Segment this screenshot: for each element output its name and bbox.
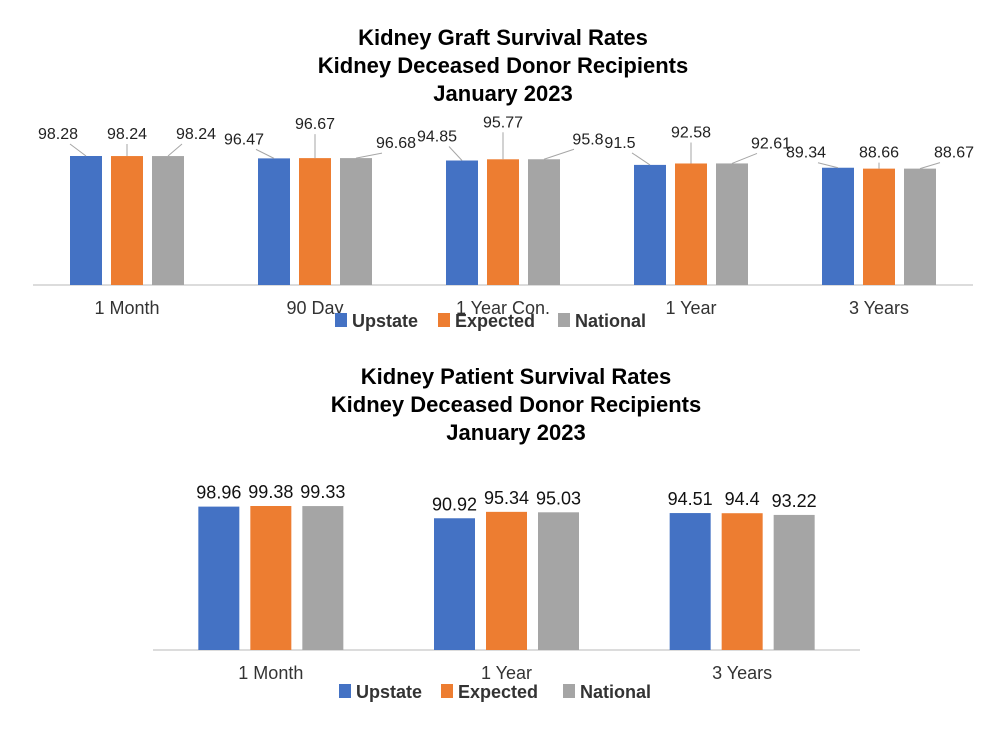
chart2-data-label-upstate-2: 94.51 bbox=[668, 489, 713, 509]
chart1-tick-label-4: 3 Years bbox=[849, 298, 909, 318]
chart1-bar-expected-3 bbox=[675, 163, 707, 285]
chart1-bar-national-4 bbox=[904, 168, 936, 285]
chart1-leader-upstate-0 bbox=[69, 143, 87, 157]
chart1-data-label-national-0: 98.24 bbox=[176, 126, 216, 143]
chart1-legend-swatch-upstate bbox=[335, 313, 347, 327]
chart1-data-label-upstate-1: 96.47 bbox=[224, 131, 264, 148]
chart2-title-line3: January 2023 bbox=[446, 420, 585, 445]
chart1-plot: 98.28 98.24 98.24 1 Month 96.47 96.67 96.68 90 … bbox=[33, 114, 974, 318]
chart1-bar-upstate-4 bbox=[822, 167, 854, 285]
chart1-bar-national-3 bbox=[716, 163, 748, 285]
chart2-bar-expected-2 bbox=[721, 513, 763, 650]
chart1-tick-label-1: 90 Day bbox=[286, 298, 343, 318]
chart1-data-label-national-3: 92.61 bbox=[751, 135, 791, 152]
chart1-data-label-upstate-4: 89.34 bbox=[786, 145, 826, 162]
chart2-bar-national-0 bbox=[302, 506, 344, 650]
chart1-leader-upstate-3 bbox=[631, 152, 651, 166]
chart1-bar-expected-4 bbox=[863, 168, 895, 285]
chart2-bar-upstate-0 bbox=[198, 506, 240, 650]
chart1-data-label-upstate-2: 94.85 bbox=[417, 129, 457, 146]
chart2-data-label-expected-2: 94.4 bbox=[725, 489, 760, 509]
chart1-tick-label-2: 1 Year Con. bbox=[456, 298, 550, 318]
chart1-bar-upstate-2 bbox=[446, 160, 478, 285]
chart1-data-label-expected-4: 88.66 bbox=[859, 145, 899, 162]
chart1-title-line1: Kidney Graft Survival Rates bbox=[358, 25, 648, 50]
chart1-leader-national-4 bbox=[919, 162, 941, 170]
chart1-data-label-upstate-0: 98.28 bbox=[38, 126, 78, 143]
chart2-bar-national-2 bbox=[773, 514, 815, 650]
chart1-tick-label-3: 1 Year bbox=[665, 298, 716, 318]
chart2-data-label-national-2: 93.22 bbox=[772, 491, 817, 511]
chart2-legend-swatch-national bbox=[563, 684, 575, 698]
chart1-title-line3: January 2023 bbox=[433, 81, 572, 106]
chart2-bar-national-1 bbox=[538, 512, 579, 650]
chart2-plot: 98.96 99.38 99.33 1 Month 90.92 95.34 95.03 1 Y… bbox=[153, 482, 860, 683]
chart1-bar-expected-1 bbox=[299, 158, 331, 285]
chart1-bar-upstate-0 bbox=[70, 156, 102, 285]
chart1-legend-swatch-national bbox=[558, 313, 570, 327]
chart1-title-line2: Kidney Deceased Donor Recipients bbox=[318, 53, 688, 78]
chart1-legend-label-expected: Expected bbox=[455, 311, 535, 331]
chart1-leader-upstate-2 bbox=[448, 146, 463, 161]
chart2-data-label-expected-0: 99.38 bbox=[248, 482, 293, 502]
chart2-tick-label-2: 3 Years bbox=[712, 663, 772, 683]
chart2-tick-label-1: 1 Year bbox=[481, 663, 532, 683]
chart2-title-line2: Kidney Deceased Donor Recipients bbox=[331, 392, 701, 417]
chart1-legend-label-upstate: Upstate bbox=[352, 311, 418, 331]
chart2-tick-label-0: 1 Month bbox=[238, 663, 303, 683]
chart2-title-line1: Kidney Patient Survival Rates bbox=[361, 364, 672, 389]
chart2-legend-label-upstate: Upstate bbox=[356, 682, 422, 702]
chart1-data-label-expected-0: 98.24 bbox=[107, 126, 147, 143]
chart2-legend-swatch-expected bbox=[441, 684, 453, 698]
chart2-legend-label-expected: Expected bbox=[458, 682, 538, 702]
chart1-leader-upstate-1 bbox=[255, 148, 275, 159]
chart1-legend-swatch-expected bbox=[438, 313, 450, 327]
chart1-bar-upstate-3 bbox=[634, 164, 666, 285]
chart1-tick-label-0: 1 Month bbox=[94, 298, 159, 318]
chart1-data-label-upstate-3: 91.5 bbox=[604, 135, 635, 152]
chart2-data-label-upstate-0: 98.96 bbox=[196, 483, 241, 503]
chart1-data-label-national-2: 95.8 bbox=[572, 131, 603, 148]
chart1-leader-national-1 bbox=[355, 152, 383, 159]
chart1-leader-national-3 bbox=[731, 152, 758, 164]
chart1-leader-national-0 bbox=[167, 143, 183, 157]
chart1-data-label-expected-2: 95.77 bbox=[483, 114, 523, 131]
chart1-bar-expected-0 bbox=[111, 156, 143, 285]
chart2-bar-upstate-1 bbox=[434, 518, 475, 650]
chart2-bar-upstate-2 bbox=[669, 513, 711, 650]
chart2-legend: Upstate Expected National bbox=[339, 682, 651, 702]
chart1-bar-expected-2 bbox=[487, 159, 519, 285]
chart1-leader-upstate-4 bbox=[817, 162, 839, 169]
chart1-leader-national-2 bbox=[543, 148, 575, 160]
chart1-data-label-expected-3: 92.58 bbox=[671, 124, 711, 141]
chart2-bar-expected-1 bbox=[486, 511, 527, 650]
chart1-bar-national-2 bbox=[528, 159, 560, 285]
chart1-legend: Upstate Expected National bbox=[335, 311, 646, 331]
chart1-data-label-expected-1: 96.67 bbox=[295, 116, 335, 133]
chart2-legend-swatch-upstate bbox=[339, 684, 351, 698]
chart1-bar-upstate-1 bbox=[258, 158, 290, 285]
chart2-data-label-expected-1: 95.34 bbox=[484, 488, 529, 508]
chart1-legend-label-national: National bbox=[575, 311, 646, 331]
chart1-data-label-national-1: 96.68 bbox=[376, 135, 416, 152]
chart1-bar-national-1 bbox=[340, 158, 372, 285]
chart1-bar-national-0 bbox=[152, 156, 184, 285]
chart2-legend-label-national: National bbox=[580, 682, 651, 702]
chart2-data-label-upstate-1: 90.92 bbox=[432, 494, 477, 514]
chart1-data-label-national-4: 88.67 bbox=[934, 145, 974, 162]
chart2-data-label-national-0: 99.33 bbox=[300, 482, 345, 502]
chart2-bar-expected-0 bbox=[250, 506, 292, 650]
chart2-data-label-national-1: 95.03 bbox=[536, 488, 581, 508]
